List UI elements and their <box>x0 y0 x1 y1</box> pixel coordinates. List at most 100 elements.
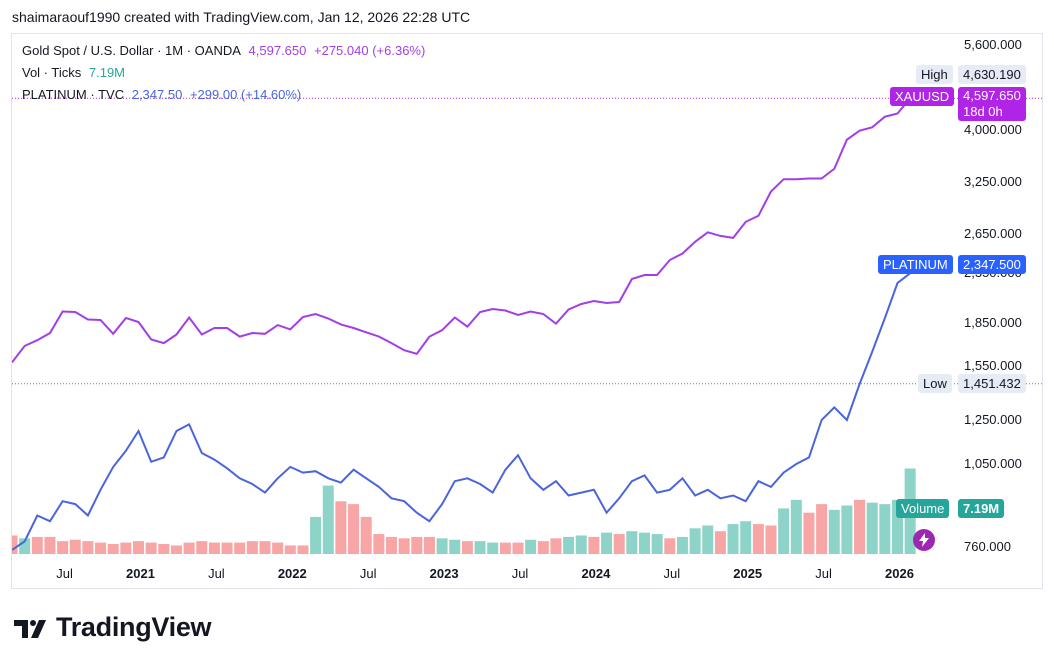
xauusd-countdown: 18d 0h <box>963 104 1003 119</box>
x-tick-label: 2025 <box>733 566 762 581</box>
volume-bar <box>841 505 853 554</box>
volume-bar <box>107 544 119 554</box>
x-tick-label: 2021 <box>126 566 155 581</box>
volume-bar <box>525 539 537 554</box>
x-tick-label: 2023 <box>430 566 459 581</box>
volume-bar <box>828 509 840 554</box>
volume-bar <box>727 524 739 554</box>
legend-gold[interactable]: Gold Spot / U.S. Dollar · 1M · OANDA 4,5… <box>22 43 429 58</box>
volume-bar <box>386 536 397 554</box>
legend-platinum[interactable]: PLATINUM · TVC 2,347.50 +299.00 (+14.60%… <box>22 87 305 102</box>
chart-caption: shaimaraouf1990 created with TradingView… <box>12 9 471 25</box>
legend-gold-price: 4,597.650 <box>248 43 307 58</box>
legend-gold-change: +275.040 (+6.36%) <box>314 43 426 58</box>
volume-bar <box>423 536 435 554</box>
volume-bar <box>246 541 258 554</box>
price-chart[interactable]: 5,600.0004,000.0003,250.0002,650.0002,35… <box>12 34 1042 588</box>
volume-bar <box>676 536 688 554</box>
volume-bar <box>639 532 650 554</box>
volume-bar <box>310 516 322 554</box>
volume-bar <box>854 499 866 554</box>
volume-bar <box>474 541 486 554</box>
low-tag-value: 1,451.432 <box>958 374 1026 393</box>
x-tick-label: 2022 <box>278 566 307 581</box>
volume-bar <box>95 542 107 554</box>
legend-gold-name: Gold Spot / U.S. Dollar · 1M · OANDA <box>22 43 241 58</box>
volume-bar <box>120 542 132 554</box>
volume-bar <box>487 542 499 554</box>
volume-bar <box>765 525 777 554</box>
volume-bar <box>803 512 815 554</box>
high-tag-value: 4,630.190 <box>958 65 1026 84</box>
x-tick-label: 2024 <box>581 566 611 581</box>
y-tick-label: 1,850.000 <box>964 315 1022 330</box>
volume-bar <box>69 539 81 554</box>
y-tick-label: 1,250.000 <box>964 412 1022 427</box>
y-tick-label: 1,550.000 <box>964 358 1022 373</box>
volume-bar <box>752 524 764 554</box>
volume-bar <box>12 535 18 554</box>
time-axis[interactable]: Jul 2021 Jul 2022 Jul 2023 Jul 2024 Jul 2025 Jul 20… <box>56 566 914 581</box>
x-tick-label: 2026 <box>885 566 914 581</box>
volume-bar <box>145 542 157 554</box>
volume-bar <box>348 504 360 554</box>
y-tick-label: 760.000 <box>964 539 1011 554</box>
legend-platinum-price: 2,347.50 <box>131 87 183 102</box>
volume-bar <box>740 521 752 554</box>
volume-bar <box>272 542 284 554</box>
lightning-icon[interactable] <box>913 529 935 551</box>
volume-bar <box>322 485 334 554</box>
platinum-series-line <box>12 272 911 551</box>
volume-bar <box>816 504 828 554</box>
brand-name: TradingView <box>56 612 212 642</box>
volume-bar <box>373 534 385 554</box>
volume-bar <box>702 525 714 554</box>
volume-bar <box>259 541 271 554</box>
volume-bar <box>778 508 790 554</box>
volume-bar <box>158 544 170 554</box>
volume-bar <box>436 538 448 554</box>
volume-bar <box>790 499 802 554</box>
price-axis[interactable]: 5,600.0004,000.0003,250.0002,650.0002,35… <box>964 37 1022 554</box>
volume-bar <box>664 538 676 554</box>
y-tick-label: 2,650.000 <box>964 226 1022 241</box>
chart-frame[interactable]: 5,600.0004,000.0003,250.0002,650.0002,35… <box>11 33 1043 589</box>
volume-bar <box>866 502 878 554</box>
gold-series-line <box>12 97 911 364</box>
volume-bar <box>550 538 562 554</box>
tradingview-logo[interactable]: TradingView <box>14 612 212 643</box>
xauusd-tag-value: 4,597.650 18d 0h <box>958 87 1026 121</box>
volume-bar <box>234 542 246 554</box>
volume-bar <box>221 542 233 554</box>
volume-bar <box>335 501 347 554</box>
tradingview-logo-icon <box>14 619 46 638</box>
volume-bar <box>196 541 208 554</box>
y-tick-label: 3,250.000 <box>964 174 1022 189</box>
y-tick-label: 5,600.000 <box>964 37 1022 52</box>
x-tick-label: Jul <box>360 566 377 581</box>
volume-bar <box>499 542 511 554</box>
chart-gridlines <box>12 97 1042 385</box>
legend-platinum-name: PLATINUM · TVC <box>22 87 125 102</box>
volume-bar <box>537 541 549 554</box>
legend-vol-name: Vol · Ticks <box>22 65 82 80</box>
y-tick-label: 4,000.000 <box>964 122 1022 137</box>
volume-bar <box>297 545 309 554</box>
volume-bar <box>170 545 182 554</box>
volume-bar <box>626 531 638 554</box>
volume-bar <box>461 541 473 554</box>
volume-bar <box>19 538 31 554</box>
legend-volume[interactable]: Vol · Ticks 7.19M <box>22 65 129 80</box>
price-lines <box>12 97 911 551</box>
volume-bar <box>360 516 372 554</box>
volume-bar <box>563 536 575 554</box>
high-tag-label: High <box>916 65 953 84</box>
volume-tag-label: Volume <box>896 499 950 518</box>
volume-bar <box>57 541 69 554</box>
volume-bar <box>31 536 43 554</box>
volume-bar <box>689 528 701 554</box>
volume-bar <box>714 531 726 554</box>
volume-bar <box>601 532 613 554</box>
volume-bar <box>133 541 144 554</box>
platinum-tag-value: 2,347.500 <box>958 255 1026 274</box>
